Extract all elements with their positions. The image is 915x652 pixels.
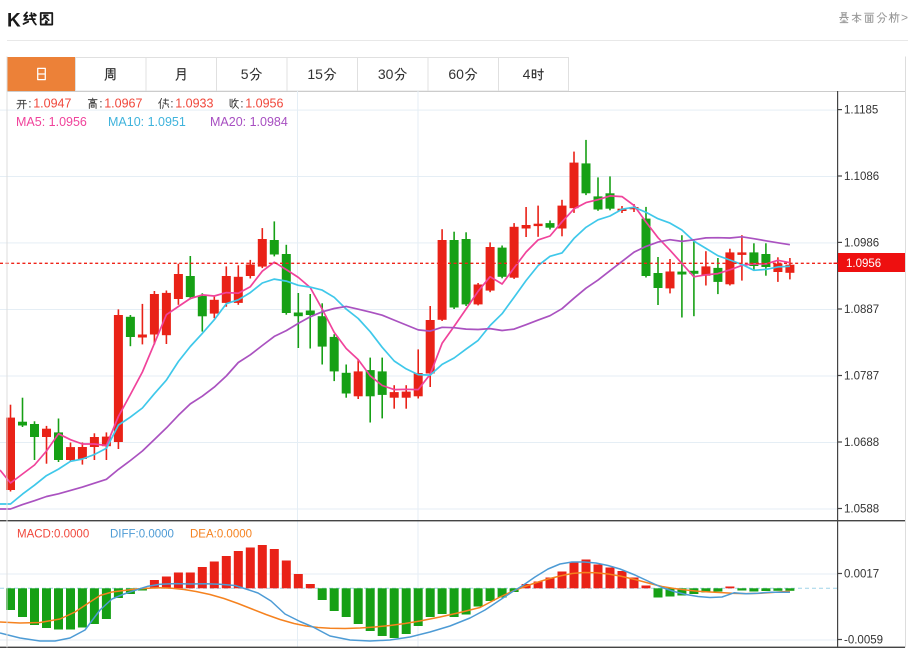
svg-text::: :: [28, 97, 31, 111]
svg-text:1.0947: 1.0947: [33, 97, 71, 111]
svg-text:1.0933: 1.0933: [175, 97, 213, 111]
svg-text:1.0986: 1.0986: [844, 237, 879, 249]
svg-text:0.0017: 0.0017: [844, 569, 879, 581]
svg-text:1.0688: 1.0688: [844, 437, 879, 449]
svg-text:MACD:0.0000: MACD:0.0000: [17, 529, 89, 541]
svg-text:1.0956: 1.0956: [245, 97, 283, 111]
svg-text:1.0787: 1.0787: [844, 371, 879, 383]
svg-text:1.0588: 1.0588: [844, 504, 879, 516]
svg-text:MA5: 1.0956: MA5: 1.0956: [16, 115, 87, 129]
svg-text:30: 30: [378, 66, 394, 82]
svg-text:-0.0059: -0.0059: [844, 635, 883, 647]
svg-text:1.0956: 1.0956: [846, 258, 881, 270]
svg-text:1.0967: 1.0967: [104, 97, 142, 111]
svg-text:DIFF:0.0000: DIFF:0.0000: [110, 529, 174, 541]
svg-text:MA20: 1.0984: MA20: 1.0984: [210, 115, 288, 129]
svg-text:1.1185: 1.1185: [844, 105, 878, 117]
svg-text:>: >: [901, 11, 908, 25]
svg-text::: :: [240, 97, 243, 111]
svg-text:60: 60: [448, 66, 464, 82]
svg-text:K: K: [7, 11, 21, 32]
svg-text:DEA:0.0000: DEA:0.0000: [190, 529, 252, 541]
svg-text:MA10: 1.0951: MA10: 1.0951: [108, 115, 186, 129]
svg-text:4: 4: [523, 66, 531, 82]
svg-text::: :: [170, 97, 173, 111]
svg-text:5: 5: [241, 66, 249, 82]
svg-text:15: 15: [307, 66, 323, 82]
svg-text:1.0887: 1.0887: [844, 304, 879, 316]
svg-text:1.1086: 1.1086: [844, 171, 879, 183]
svg-text::: :: [99, 97, 102, 111]
